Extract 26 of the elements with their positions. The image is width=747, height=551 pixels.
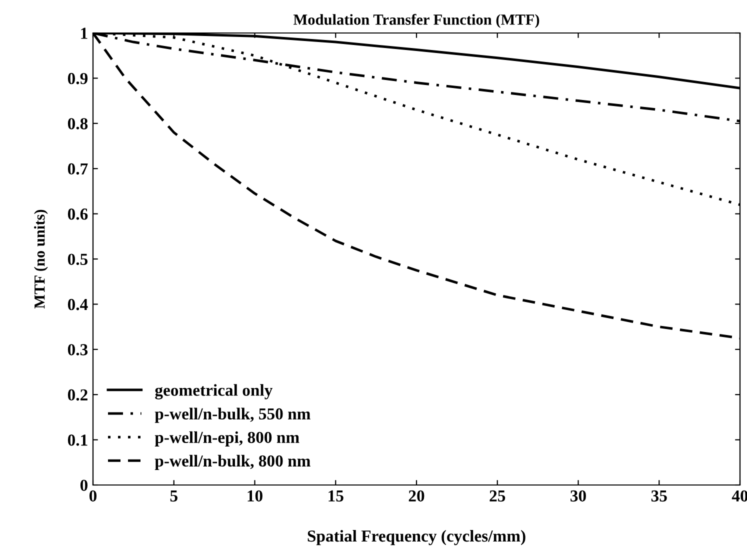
legend-label: geometrical only	[155, 384, 273, 400]
x-tick-label: 5	[170, 490, 178, 502]
y-tick-label: 0	[80, 480, 88, 491]
legend-label: p-well/n-bulk, 550 nm	[154, 408, 310, 423]
x-tick-label: 10	[248, 490, 262, 502]
x-tick-label: 20	[408, 490, 424, 502]
y-tick-label: 0.2	[68, 389, 88, 401]
x-tick-label: 35	[651, 490, 667, 502]
y-tick-label: 0.7	[68, 163, 88, 175]
y-tick-label: 0.5	[68, 254, 88, 266]
x-tick-label: 30	[570, 490, 586, 502]
y-tick-label: 0.4	[68, 298, 88, 310]
x-tick-label: 25	[490, 490, 506, 502]
y-tick-label: 0.1	[68, 434, 88, 446]
y-tick-label: 0.3	[68, 344, 88, 356]
y-axis-title: MTF (no units)	[34, 210, 48, 309]
legend-label: p-well/n-epi, 800 nm	[154, 431, 300, 446]
x-tick-label: 0	[89, 490, 97, 502]
chart-title: Modulation Transfer Function (MTF)	[293, 14, 540, 28]
y-tick-label: 1	[81, 28, 88, 39]
x-tick-label: 15	[328, 490, 344, 502]
y-tick-label: 0.6	[68, 208, 88, 220]
legend-label: p-well/n-bulk, 800 nm	[154, 454, 310, 470]
x-axis-title: Spatial Frequency (cycles/mm)	[308, 530, 526, 546]
y-tick-label: 0.8	[68, 118, 88, 130]
y-tick-label: 0.9	[68, 72, 88, 84]
